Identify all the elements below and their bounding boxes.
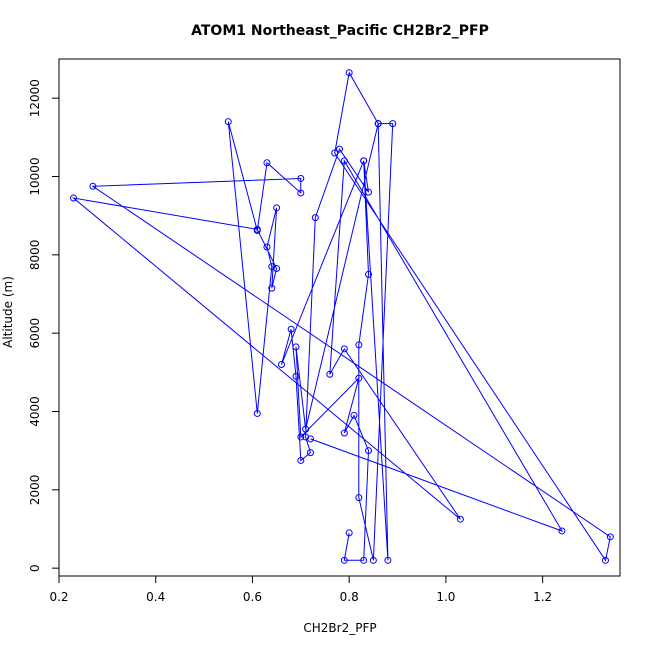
data-point (365, 447, 373, 455)
data-point (340, 345, 348, 353)
data-point (297, 174, 305, 182)
data-point (263, 243, 271, 251)
x-tick-label: 0.6 (243, 590, 262, 604)
data-point (365, 270, 373, 278)
x-axis-title: CH2Br2_PFP (303, 621, 376, 635)
data-point (360, 157, 368, 165)
x-tick-label: 1.2 (533, 590, 552, 604)
x-axis: 0.2 0.4 0.6 0.8 1.0 1.2 (49, 575, 552, 604)
y-tick-label: 0 (28, 564, 42, 572)
data-point (331, 149, 339, 157)
data-point (292, 372, 300, 380)
data-point (253, 225, 261, 233)
data-point (355, 341, 363, 349)
data-point (297, 456, 305, 464)
data-point (389, 120, 397, 128)
data-point (606, 533, 614, 541)
data-point (306, 449, 314, 457)
data-point (345, 69, 353, 77)
data-point (355, 374, 363, 382)
data-point (369, 556, 377, 564)
data-point (601, 556, 609, 564)
data-point (306, 435, 314, 443)
data-point (360, 556, 368, 564)
data-point (292, 343, 300, 351)
data-point (89, 182, 97, 190)
data-point (350, 411, 358, 419)
y-tick-label: 12000 (28, 79, 42, 117)
data-point (302, 425, 310, 433)
data-point (70, 194, 78, 202)
data-point (345, 529, 353, 537)
data-point (297, 189, 305, 197)
data-point (456, 515, 464, 523)
chart-title: ATOM1 Northeast_Pacific CH2Br2_PFP (191, 23, 489, 39)
series-line (71, 71, 611, 562)
y-axis: 0 2000 4000 6000 8000 10000 12000 (28, 79, 60, 572)
y-tick-label: 10000 (28, 157, 42, 195)
series-layer (70, 69, 614, 564)
y-tick-label: 2000 (28, 475, 42, 506)
x-tick-label: 1.0 (436, 590, 455, 604)
data-point (277, 361, 285, 368)
data-point (273, 265, 281, 273)
data-point (340, 556, 348, 564)
y-tick-label: 8000 (28, 240, 42, 271)
y-tick-label: 4000 (28, 396, 42, 427)
data-point (263, 159, 271, 167)
y-axis-title: Altitude (m) (1, 276, 15, 348)
x-tick-label: 0.2 (49, 590, 68, 604)
data-point (224, 118, 232, 126)
data-point (273, 204, 281, 212)
data-point (340, 429, 348, 437)
data-point (326, 370, 334, 378)
data-point (336, 145, 343, 153)
x-tick-label: 0.8 (340, 590, 359, 604)
data-point (287, 325, 295, 333)
data-point (558, 527, 566, 535)
data-point (374, 120, 382, 128)
y-tick-label: 6000 (28, 318, 42, 349)
data-point (297, 433, 305, 441)
data-point (340, 157, 348, 165)
data-point (253, 409, 261, 417)
data-point (268, 284, 276, 292)
data-point (355, 494, 363, 502)
data-point (311, 214, 319, 222)
data-point (365, 188, 373, 196)
data-point (384, 556, 392, 564)
x-tick-label: 0.4 (146, 590, 165, 604)
